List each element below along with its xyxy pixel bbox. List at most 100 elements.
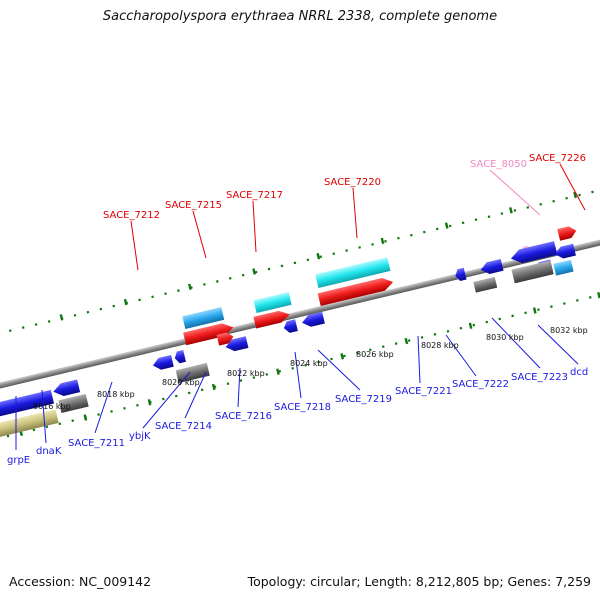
ruler-dot bbox=[330, 357, 333, 361]
ruler-major-tick bbox=[340, 353, 345, 360]
accession-label: Accession: bbox=[9, 574, 76, 589]
ruler-dot bbox=[433, 333, 437, 336]
ruler-dot bbox=[97, 413, 100, 416]
ruler-dot bbox=[448, 224, 452, 228]
ruler-dot bbox=[136, 403, 139, 407]
tick-label-8020: 8020 kbp bbox=[162, 378, 200, 387]
ruler-dot bbox=[174, 394, 178, 398]
ruler-dot bbox=[461, 221, 465, 225]
ruler-dot bbox=[110, 410, 113, 413]
gene-label-sace-7215[interactable]: SACE_7215 bbox=[165, 200, 222, 211]
ruler-dot bbox=[591, 190, 594, 194]
gene-glyph-sace-7212 bbox=[182, 307, 225, 329]
callout-line bbox=[491, 317, 541, 369]
ruler-dot bbox=[371, 243, 374, 246]
ruler-dot bbox=[474, 218, 478, 222]
gene-labels: SACE_7212 SACE_7215 SACE_7217 SACE_7220 … bbox=[7, 153, 588, 466]
gene-glyph-forward bbox=[183, 323, 234, 346]
length-value: 8,212,805 bp bbox=[415, 574, 500, 589]
gene-label-sace-7217[interactable]: SACE_7217 bbox=[226, 190, 283, 201]
gene-label-sace-7211[interactable]: SACE_7211 bbox=[68, 438, 125, 449]
ruler-major-tick bbox=[276, 368, 280, 375]
callout-line bbox=[41, 389, 47, 444]
callout-line bbox=[94, 381, 113, 434]
ruler-dot bbox=[164, 292, 167, 296]
map-title: Saccharopolyspora erythraea NRRL 2338, c… bbox=[102, 9, 498, 24]
callout-line bbox=[237, 367, 241, 408]
gene-label-grpe[interactable]: grpE bbox=[7, 455, 30, 466]
gene-label-ybjk[interactable]: ybjK bbox=[129, 431, 151, 442]
gene-glyph-sace-7218 bbox=[302, 311, 325, 327]
ruler-major-tick bbox=[83, 414, 88, 421]
gene-label-sace-7221[interactable]: SACE_7221 bbox=[395, 386, 452, 397]
topology-value: circular bbox=[310, 574, 357, 589]
ruler-major-tick bbox=[316, 252, 321, 260]
genome-backbone bbox=[0, 227, 600, 401]
accession-value: NC_009142 bbox=[79, 574, 152, 589]
ruler-dot bbox=[32, 428, 36, 432]
gene-label-sace-7226[interactable]: SACE_7226 bbox=[529, 153, 586, 164]
ruler-dot bbox=[8, 329, 12, 333]
topology-label: Topology: bbox=[247, 574, 307, 589]
ruler-major-tick bbox=[188, 283, 192, 290]
gene-glyph-reverse bbox=[555, 243, 576, 259]
kbp-tick-labels: 8016 kbp 8018 kbp 8020 kbp 8022 kbp 8024… bbox=[33, 326, 588, 411]
gene-label-sace-7219[interactable]: SACE_7219 bbox=[335, 394, 392, 405]
gene-glyph-gray bbox=[473, 276, 498, 293]
gene-label-sace-7218[interactable]: SACE_7218 bbox=[274, 402, 331, 413]
gene-label-sace-7223[interactable]: SACE_7223 bbox=[511, 372, 568, 383]
ruler-dot bbox=[99, 307, 103, 311]
gene-label-dcd[interactable]: dcd bbox=[570, 367, 588, 378]
tick-label-8018: 8018 kbp bbox=[97, 390, 135, 399]
gene-glyph-sace-7226 bbox=[557, 226, 577, 241]
length-label: Length: bbox=[364, 574, 412, 589]
gene-label-sace-7220[interactable]: SACE_7220 bbox=[324, 177, 381, 188]
gene-glyph-dnak bbox=[0, 389, 55, 418]
ruler-dot bbox=[356, 351, 359, 355]
ruler-dot bbox=[200, 388, 204, 392]
ruler-dot bbox=[293, 261, 297, 265]
ruler-major-tick bbox=[211, 383, 216, 391]
gene-label-dnak[interactable]: dnaK bbox=[36, 446, 62, 457]
ruler-dot bbox=[500, 212, 504, 215]
ruler-dot bbox=[34, 323, 38, 326]
ruler-major-tick bbox=[404, 337, 409, 345]
ruler-dot bbox=[511, 314, 514, 318]
ruler-dot bbox=[252, 376, 256, 379]
callout-line bbox=[559, 163, 586, 211]
ruler-dot bbox=[410, 233, 413, 237]
gene-glyph-sace-7211 bbox=[53, 379, 81, 397]
gene-label-sace-7214[interactable]: SACE_7214 bbox=[155, 421, 212, 432]
callout-line bbox=[445, 334, 477, 377]
callout-line bbox=[317, 349, 361, 391]
gene-label-sace-7222[interactable]: SACE_7222 bbox=[452, 379, 509, 390]
gene-glyph-sace-7215 bbox=[216, 332, 234, 346]
ruler-dot bbox=[228, 276, 232, 280]
ruler-major-tick bbox=[532, 307, 537, 314]
ruler-major-tick bbox=[468, 322, 473, 329]
ruler-major-tick bbox=[444, 222, 449, 229]
callout-lines bbox=[15, 163, 586, 450]
ruler-dot bbox=[384, 239, 387, 243]
track-group bbox=[0, 190, 600, 447]
ruler-dot bbox=[407, 339, 411, 342]
tick-label-8028: 8028 kbp bbox=[421, 341, 459, 350]
callout-line bbox=[352, 187, 358, 239]
ruler-dot bbox=[550, 305, 553, 308]
ruler-dot bbox=[291, 366, 295, 370]
ruler-dot bbox=[112, 304, 116, 308]
ruler-dot bbox=[45, 425, 49, 429]
ruler-dot bbox=[215, 280, 219, 283]
gene-label-sace-8050[interactable]: SACE_8050 bbox=[470, 159, 527, 170]
gene-label-sace-7216[interactable]: SACE_7216 bbox=[215, 411, 272, 422]
ruler-dot bbox=[73, 313, 77, 317]
ruler-dot bbox=[537, 308, 540, 312]
gene-label-sace-7212[interactable]: SACE_7212 bbox=[103, 210, 160, 221]
callout-line bbox=[192, 210, 207, 259]
ruler-dot bbox=[435, 227, 439, 231]
ruler-dot bbox=[513, 209, 517, 212]
tick-label-8022: 8022 kbp bbox=[227, 369, 265, 378]
ruler-dot bbox=[368, 348, 372, 352]
